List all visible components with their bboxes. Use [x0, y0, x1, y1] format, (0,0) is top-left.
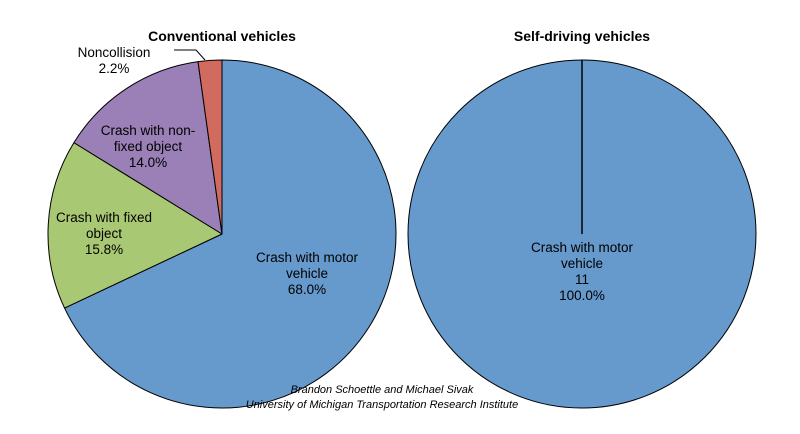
slice-label-line: object [86, 226, 122, 241]
credit-authors: Brandon Schoettle and Michael Sivak [291, 384, 474, 396]
pie-chart-self-driving: Self-driving vehicles Crash with motor ve… [407, 28, 757, 409]
slices-conventional [47, 59, 397, 409]
leader-line-noncollision [174, 49, 206, 61]
slice-label-crash-with-fixed-object: Crash with fixed object 15.8% [56, 210, 152, 257]
slices-self-driving [407, 59, 757, 409]
credit-institute: University of Michigan Transportation Re… [246, 399, 518, 411]
slice-label-line: Crash with motor [531, 240, 634, 255]
slice-label-line: Crash with fixed [56, 210, 152, 225]
slice-label-crash-with-motor-vehicle: Crash with motor vehicle 11 100.0% [531, 240, 634, 303]
pie-slice-crash-with-fixed-object [47, 142, 223, 309]
slice-label-line: 15.8% [85, 242, 123, 257]
pie-chart-conventional: Conventional vehicles Crash with motor ve… [47, 28, 397, 409]
slice-label-line: 68.0% [288, 282, 326, 297]
slice-label-crash-with-non-fixed-object: Crash with non-fixed object 14.0% [101, 123, 196, 170]
slice-label-line: 100.0% [559, 288, 605, 303]
slice-label-line: Crash with non- [101, 123, 196, 138]
slice-label-line: fixed object [114, 139, 183, 154]
slice-label-line: 11 [575, 272, 589, 287]
slice-labels-self-driving: Crash with motor vehicle 11 100.0% [531, 240, 634, 303]
slice-labels-conventional: Crash with motor vehicle 68.0% Crash with f… [56, 45, 359, 297]
slice-label-line: 2.2% [99, 61, 130, 76]
pie-slice-crash-with-non-fixed-object [73, 61, 223, 235]
slice-label-line: Crash with motor [256, 250, 359, 265]
chart-title-self-driving: Self-driving vehicles [514, 28, 650, 44]
slice-label-line: vehicle [561, 256, 603, 271]
slice-label-line: Noncollision [78, 45, 151, 60]
slice-label-noncollision: Noncollision 2.2% [78, 45, 151, 76]
slice-label-line: 14.0% [129, 155, 167, 170]
chart-title-conventional: Conventional vehicles [148, 28, 296, 44]
pie-slice-noncollision [197, 59, 223, 235]
slice-label-line: vehicle [286, 266, 328, 281]
pie-slice-crash-with-motor-vehicle [64, 59, 397, 409]
slice-label-crash-with-motor-vehicle: Crash with motor vehicle 68.0% [256, 250, 359, 297]
